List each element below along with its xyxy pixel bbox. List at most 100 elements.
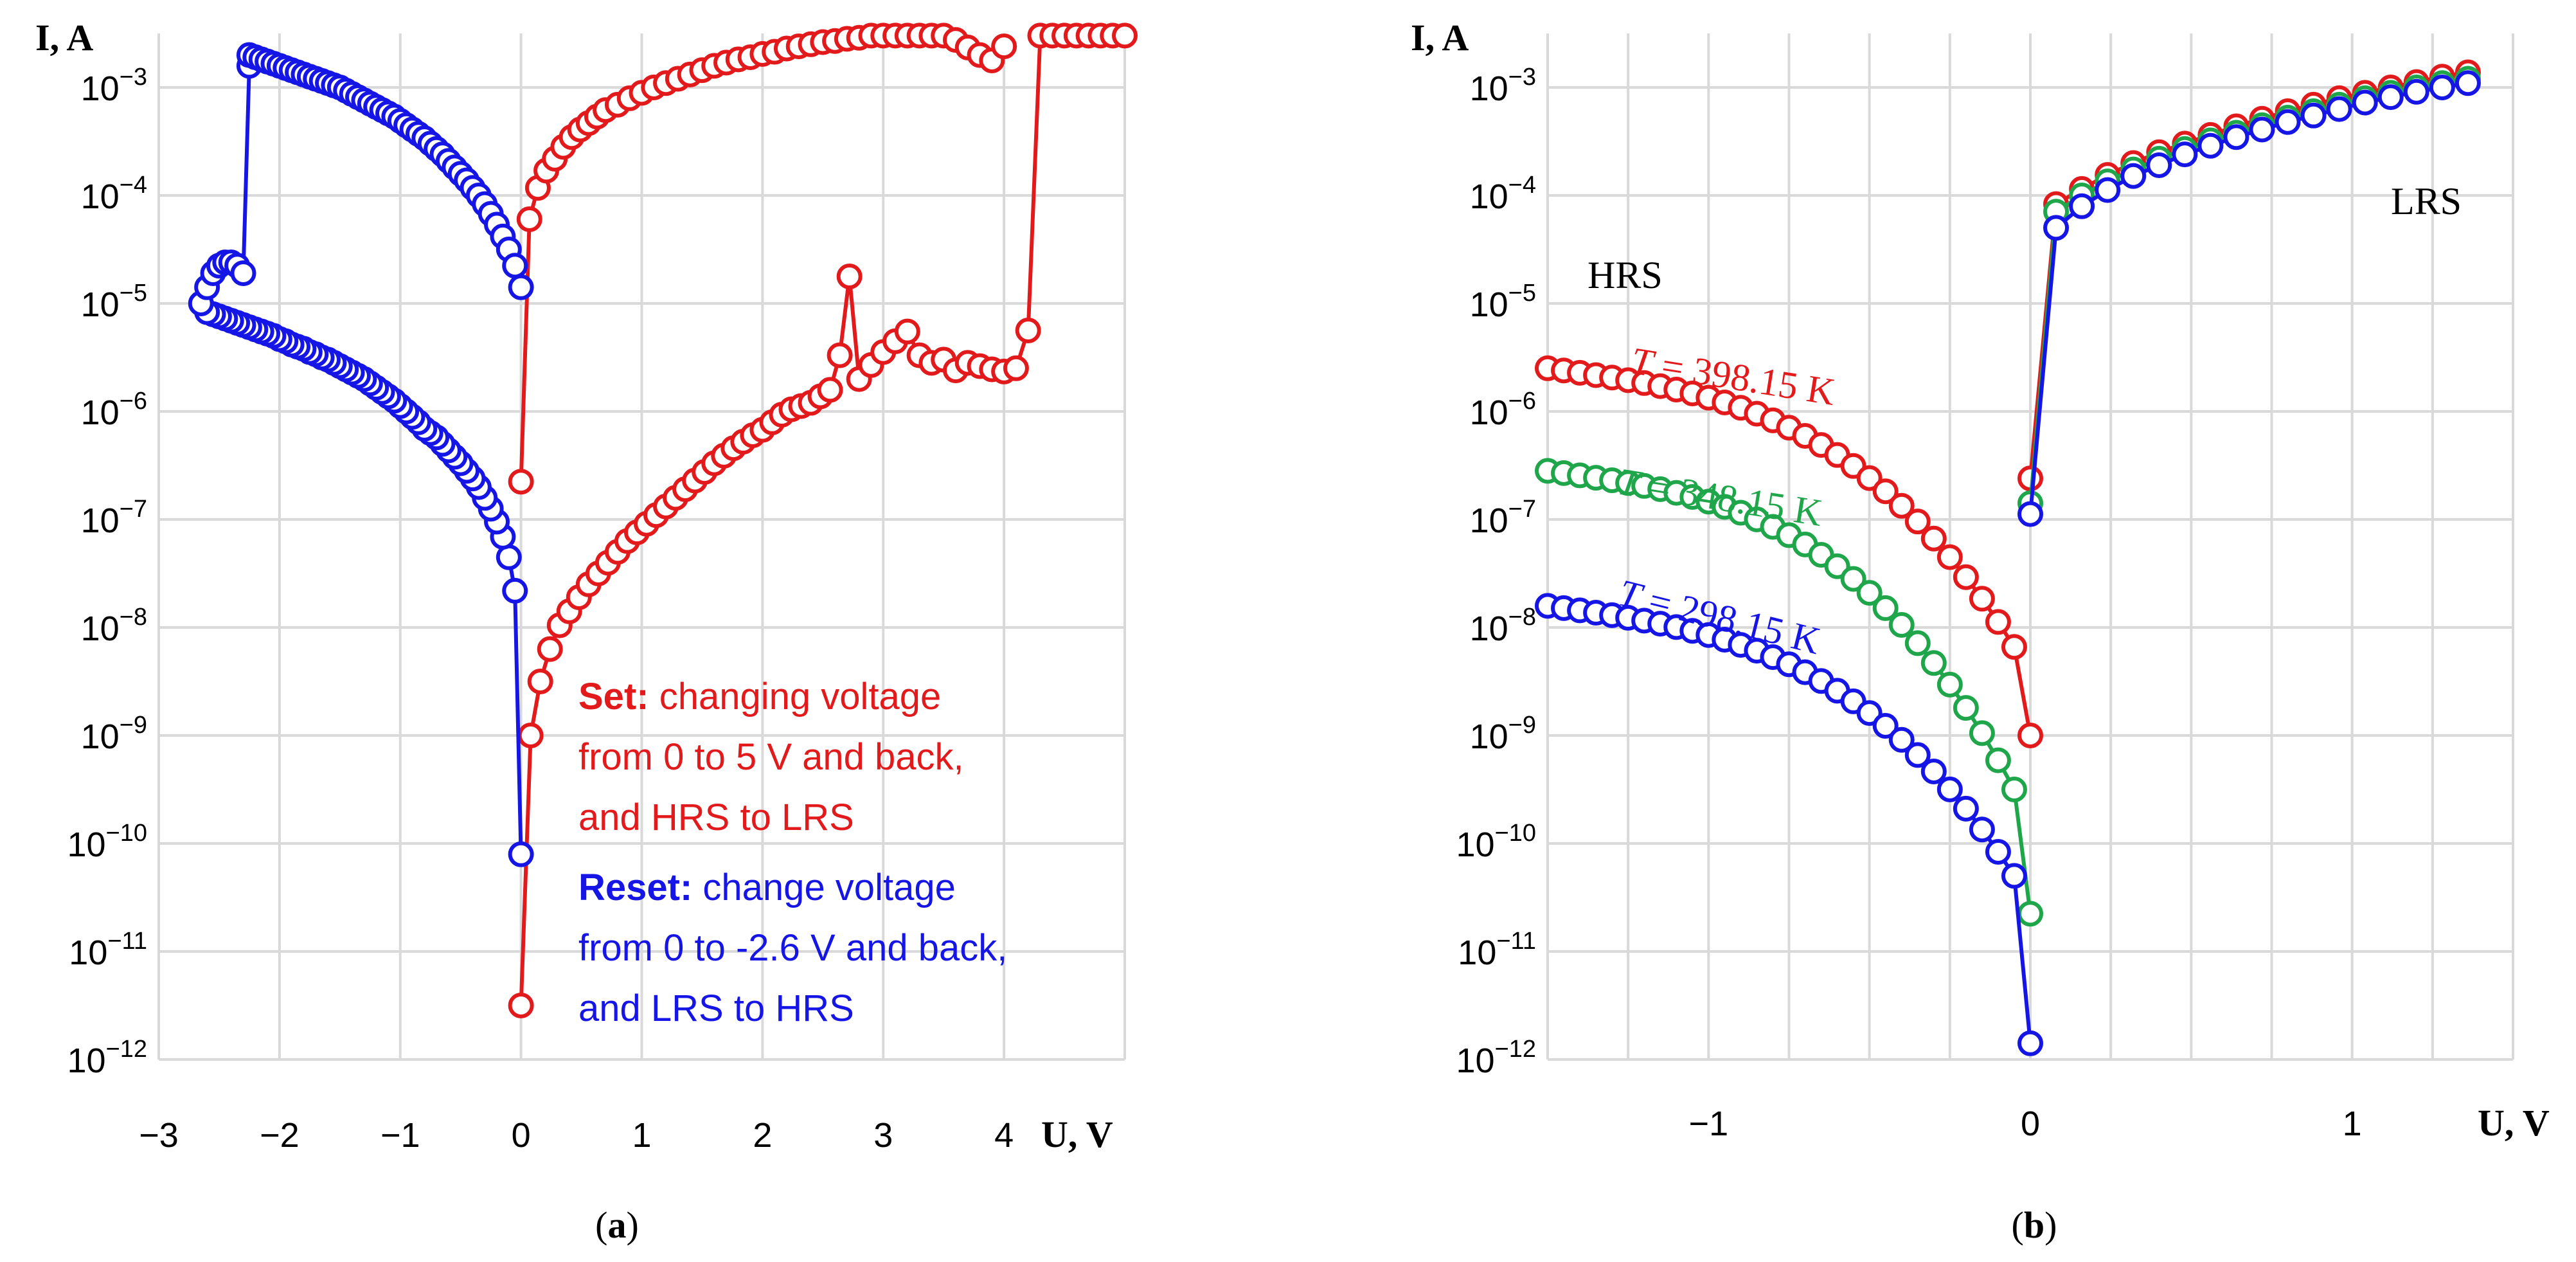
b-x-tick-label: −1 xyxy=(1689,1104,1729,1143)
b-y-tick-label: 10−9 xyxy=(1470,712,1536,756)
series-set-marker xyxy=(894,318,920,345)
series-t348-forward-line xyxy=(2028,77,2469,504)
b-y-tick-exponent: −7 xyxy=(1508,496,1536,523)
hrs-label: HRS xyxy=(1588,254,1663,296)
series-t348-reverse-marker xyxy=(2017,901,2043,927)
b-y-tick-base: 10 xyxy=(1470,609,1508,648)
b-y-tick-label: 10−5 xyxy=(1470,280,1536,324)
set-line2: from 0 to 5 V and back, xyxy=(578,736,964,778)
b-y-tick-base: 10 xyxy=(1470,717,1508,756)
series-t298-forward-marker xyxy=(2223,124,2250,150)
series-set-marker xyxy=(991,33,1017,60)
series-t298-reverse-marker xyxy=(1985,839,2011,865)
a-y-tick-base: 10 xyxy=(67,1041,105,1080)
a-x-tick-label: −2 xyxy=(260,1116,300,1155)
series-set-marker xyxy=(817,377,843,403)
a-y-tick-base: 10 xyxy=(81,501,120,540)
panel-b-y-axis-label: I, A xyxy=(1411,17,1469,59)
a-y-tick-exponent: −7 xyxy=(120,496,147,523)
a-y-tick-label: 10−8 xyxy=(81,604,147,648)
b-y-tick-exponent: −9 xyxy=(1508,712,1536,739)
set-line3: and HRS to LRS xyxy=(578,797,854,838)
reset-line2: from 0 to -2.6 V and back, xyxy=(578,927,1007,969)
series-t398-reverse-marker xyxy=(1936,544,1963,570)
a-y-tick-label: 10−4 xyxy=(81,172,147,216)
series-reset-marker xyxy=(508,274,534,300)
series-t348-reverse-marker xyxy=(2001,777,2027,802)
a-y-tick-exponent: −6 xyxy=(120,388,147,415)
b-y-tick-base: 10 xyxy=(1470,285,1508,324)
temp-label-348: T = 348.15 K xyxy=(1615,460,1825,534)
series-t348-reverse-marker xyxy=(1888,611,1915,638)
series-reset-marker xyxy=(502,577,528,604)
b-x-tick-label: 1 xyxy=(2343,1104,2362,1143)
panel-a-x-tick-labels: −3 −2 −1 0 1 2 3 4 xyxy=(139,1116,1014,1155)
a-y-tick-label: 10−5 xyxy=(81,280,147,324)
a-x-tick-label: −3 xyxy=(139,1116,179,1155)
reset-line3: and LRS to HRS xyxy=(578,987,854,1029)
panel-b-x-tick-labels: −1 0 1 xyxy=(1689,1104,2362,1143)
a-y-tick-base: 10 xyxy=(81,717,120,756)
panel-b-caption-letter: b xyxy=(2024,1204,2044,1246)
series-t298-reverse-marker xyxy=(1969,816,1995,843)
a-y-tick-base: 10 xyxy=(81,69,120,108)
series-set-marker xyxy=(517,723,544,748)
b-x-tick-label: 0 xyxy=(2021,1104,2040,1143)
series-t348-reverse-marker xyxy=(1920,650,1947,676)
a-y-tick-base: 10 xyxy=(81,609,120,648)
b-y-tick-exponent: −6 xyxy=(1508,388,1536,415)
panel-b-caption: (b) xyxy=(2012,1204,2057,1246)
b-y-tick-exponent: −8 xyxy=(1508,604,1536,631)
series-t398-reverse-marker xyxy=(1888,492,1915,519)
a-y-tick-exponent: −11 xyxy=(107,928,147,955)
a-y-tick-exponent: −12 xyxy=(106,1036,147,1063)
panel-a-caption-close: ) xyxy=(627,1204,639,1246)
series-set-marker xyxy=(1112,23,1138,49)
panel-a-reset-annotation: Reset: change voltage from 0 to -2.6 V a… xyxy=(578,867,1007,1029)
series-t348-reverse-marker xyxy=(1953,695,1979,721)
series-t298-reverse-marker xyxy=(2001,863,2027,889)
a-y-tick-base: 10 xyxy=(69,933,107,972)
b-y-tick-exponent: −10 xyxy=(1495,820,1536,847)
series-t348-reverse-marker xyxy=(1840,566,1866,592)
panel-b-x-axis-label: U, V xyxy=(2478,1102,2550,1144)
series-t298-reverse-marker xyxy=(1888,726,1915,753)
panel-a-x-axis-label: U, V xyxy=(1041,1113,1113,1155)
b-y-tick-label: 10−8 xyxy=(1470,604,1536,648)
series-t298-forward-marker xyxy=(2069,193,2095,219)
panel-a-caption-open: ( xyxy=(595,1204,607,1246)
b-y-tick-exponent: −12 xyxy=(1495,1036,1536,1063)
a-x-tick-label: 4 xyxy=(994,1116,1014,1155)
a-y-tick-base: 10 xyxy=(67,825,105,864)
series-t298-forward-marker xyxy=(2095,177,2121,203)
a-y-tick-exponent: −3 xyxy=(120,64,147,91)
panel-a-caption-letter: a xyxy=(608,1204,627,1246)
svg-text:Set: changing voltage: Set: changing voltage xyxy=(578,676,941,717)
a-x-tick-label: 2 xyxy=(753,1116,772,1155)
series-t398-reverse-marker xyxy=(1856,465,1883,491)
b-y-tick-label: 10−12 xyxy=(1456,1036,1536,1080)
a-y-tick-exponent: −8 xyxy=(120,604,147,631)
a-y-tick-base: 10 xyxy=(81,393,120,432)
panel-a-chart: 10−1210−1110−1010−910−810−710−610−510−41… xyxy=(35,17,1138,1246)
b-y-tick-label: 10−11 xyxy=(1458,928,1536,972)
series-t398-reverse-marker xyxy=(2017,723,2043,748)
b-y-tick-base: 10 xyxy=(1470,393,1508,432)
b-y-tick-exponent: −5 xyxy=(1508,280,1536,307)
series-t298-forward-marker xyxy=(2300,102,2327,129)
a-y-tick-base: 10 xyxy=(81,285,120,324)
series-t398-reverse-marker xyxy=(1985,609,2011,635)
a-y-tick-label: 10−6 xyxy=(81,388,147,432)
series-reset-marker xyxy=(502,253,528,279)
panel-a-set-annotation: Set: changing voltage from 0 to 5 V and … xyxy=(578,676,964,838)
series-set-marker xyxy=(537,636,563,662)
panel-a-caption: (a) xyxy=(595,1204,639,1246)
b-y-tick-exponent: −3 xyxy=(1508,64,1536,91)
temp-348-value: = 348.15 K xyxy=(1636,464,1825,534)
a-y-tick-label: 10−10 xyxy=(67,820,147,864)
series-t298-forward-marker xyxy=(2146,152,2172,178)
series-t298-forward-marker xyxy=(2120,163,2147,189)
series-t398-reverse-marker xyxy=(1872,478,1899,505)
a-y-tick-exponent: −10 xyxy=(106,820,147,847)
a-y-tick-label: 10−3 xyxy=(81,64,147,108)
